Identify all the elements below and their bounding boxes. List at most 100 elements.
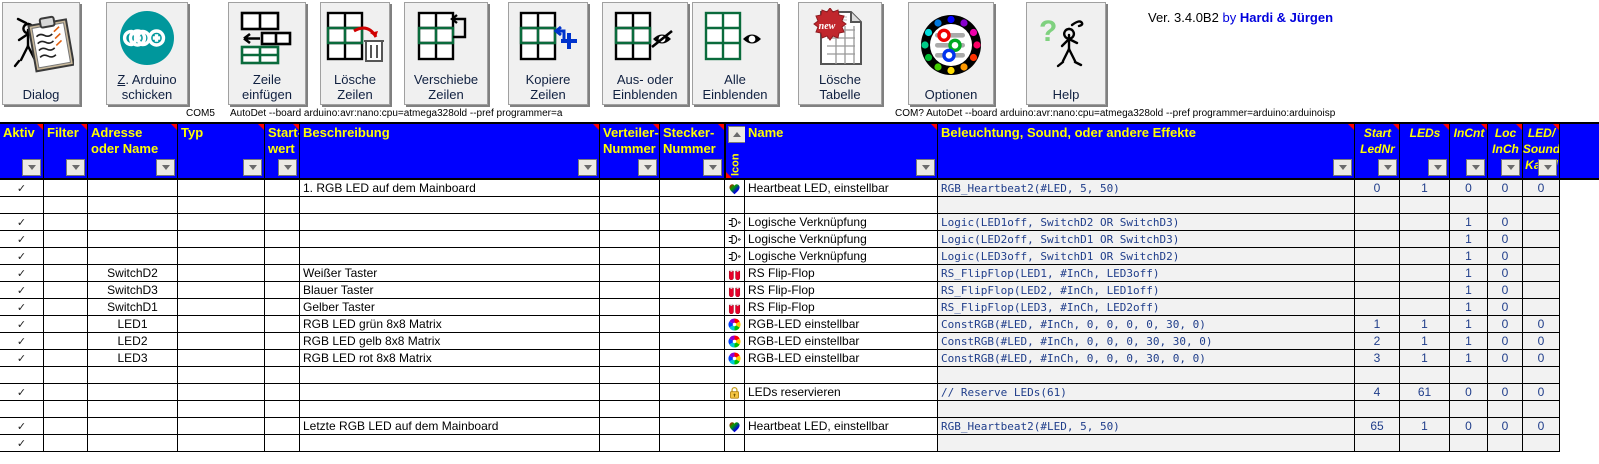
column-header-startlednr[interactable]: Start LedNr <box>1355 124 1400 178</box>
cell-incnt[interactable] <box>1450 435 1488 452</box>
cell-typ[interactable] <box>178 350 265 367</box>
cell-filter[interactable] <box>44 350 88 367</box>
table-row[interactable] <box>0 197 1599 214</box>
cell-locinch[interactable]: 0 <box>1488 333 1523 350</box>
cell-typ[interactable] <box>178 282 265 299</box>
cell-aktiv[interactable]: ✓ <box>0 180 44 197</box>
cell-bezeichnung[interactable]: Heartbeat LED, einstellbar <box>745 180 938 197</box>
cell-icon[interactable] <box>725 401 745 418</box>
clear-table-button[interactable]: new Lösche Tabelle <box>798 2 882 105</box>
table-row[interactable]: ✓ 1. RGB LED auf dem Mainboard Heartbeat L… <box>0 180 1599 197</box>
cell-verteiler[interactable] <box>600 299 660 316</box>
cell-bezeichnung[interactable]: RS Flip-Flop <box>745 282 938 299</box>
cell-icon[interactable] <box>725 248 745 265</box>
cell-ledsound[interactable] <box>1523 282 1560 299</box>
cell-icon[interactable] <box>725 350 745 367</box>
cell-filter[interactable] <box>44 265 88 282</box>
delete-rows-button[interactable]: Lösche Zeilen <box>320 2 390 105</box>
cell-icon[interactable] <box>725 214 745 231</box>
filter-dropdown-typ[interactable] <box>243 159 262 176</box>
cell-ledsound[interactable] <box>1523 197 1560 214</box>
cell-incnt[interactable]: 0 <box>1450 418 1488 435</box>
column-header-startwert[interactable]: Start- wert <box>265 124 300 178</box>
copy-rows-button[interactable]: Kopiere Zeilen <box>508 2 588 105</box>
cell-aktiv[interactable]: ✓ <box>0 435 44 452</box>
cell-locinch[interactable]: 0 <box>1488 299 1523 316</box>
cell-stecker[interactable] <box>660 401 725 418</box>
cell-incnt[interactable] <box>1450 401 1488 418</box>
filter-dropdown-startwert[interactable] <box>278 159 297 176</box>
cell-adresse[interactable]: SwitchD1 <box>88 299 178 316</box>
cell-filter[interactable] <box>44 418 88 435</box>
table-row[interactable]: ✓ <box>0 435 1599 452</box>
cell-startlednr[interactable] <box>1355 367 1400 384</box>
cell-icon[interactable] <box>725 180 745 197</box>
cell-effekte[interactable]: RS_FlipFlop(LED2, #InCh, LED1off) <box>938 282 1355 299</box>
cell-filter[interactable] <box>44 367 88 384</box>
cell-beschreibung[interactable]: Gelber Taster <box>300 299 600 316</box>
cell-verteiler[interactable] <box>600 435 660 452</box>
filter-dropdown-aktiv[interactable] <box>22 159 41 176</box>
cell-typ[interactable] <box>178 197 265 214</box>
cell-startwert[interactable] <box>265 435 300 452</box>
move-rows-button[interactable]: Verschiebe Zeilen <box>404 2 488 105</box>
cell-adresse[interactable] <box>88 180 178 197</box>
spreadsheet-grid[interactable]: Aktiv Filter Adresse oder Name Typ Start- we… <box>0 122 1599 452</box>
filter-dropdown-ledsound[interactable] <box>1538 159 1557 176</box>
cell-adresse[interactable] <box>88 418 178 435</box>
cell-locinch[interactable]: 0 <box>1488 180 1523 197</box>
cell-bezeichnung[interactable] <box>745 401 938 418</box>
cell-filter[interactable] <box>44 333 88 350</box>
cell-stecker[interactable] <box>660 197 725 214</box>
cell-effekte[interactable]: RS_FlipFlop(LED3, #InCh, LED2off) <box>938 299 1355 316</box>
cell-stecker[interactable] <box>660 316 725 333</box>
cell-startlednr[interactable] <box>1355 282 1400 299</box>
cell-startwert[interactable] <box>265 265 300 282</box>
cell-startlednr[interactable] <box>1355 435 1400 452</box>
cell-typ[interactable] <box>178 333 265 350</box>
column-header-adresse[interactable]: Adresse oder Name <box>88 124 178 178</box>
cell-startwert[interactable] <box>265 197 300 214</box>
cell-icon[interactable] <box>725 282 745 299</box>
cell-aktiv[interactable]: ✓ <box>0 248 44 265</box>
cell-incnt[interactable] <box>1450 367 1488 384</box>
cell-incnt[interactable]: 1 <box>1450 282 1488 299</box>
cell-stecker[interactable] <box>660 350 725 367</box>
cell-leds[interactable] <box>1400 248 1450 265</box>
cell-ledsound[interactable]: 0 <box>1523 384 1560 401</box>
cell-startlednr[interactable] <box>1355 401 1400 418</box>
cell-locinch[interactable] <box>1488 367 1523 384</box>
cell-aktiv[interactable]: ✓ <box>0 316 44 333</box>
filter-dropdown-stecker[interactable] <box>703 159 722 176</box>
show-all-button[interactable]: Alle Einblenden <box>692 2 778 105</box>
filter-dropdown-bezeichnung[interactable] <box>916 159 935 176</box>
cell-effekte[interactable]: Logic(LED3off, SwitchD1 OR SwitchD2) <box>938 248 1355 265</box>
hide-or-show-button[interactable]: Aus- oder Einblenden <box>602 2 688 105</box>
cell-beschreibung[interactable]: RGB LED grün 8x8 Matrix <box>300 316 600 333</box>
send-to-arduino-button[interactable]: Z. Arduino schicken <box>106 2 188 105</box>
cell-adresse[interactable]: SwitchD2 <box>88 265 178 282</box>
cell-incnt[interactable] <box>1450 197 1488 214</box>
cell-leds[interactable] <box>1400 401 1450 418</box>
table-row[interactable]: ✓ LEDs reservieren // Reserve LEDs(61) 4 61 0… <box>0 384 1599 401</box>
cell-startlednr[interactable] <box>1355 197 1400 214</box>
cell-effekte[interactable]: // Reserve LEDs(61) <box>938 384 1355 401</box>
column-header-icon[interactable]: Icon <box>725 124 745 178</box>
cell-aktiv[interactable]: ✓ <box>0 384 44 401</box>
cell-typ[interactable] <box>178 248 265 265</box>
cell-ledsound[interactable] <box>1523 401 1560 418</box>
cell-leds[interactable] <box>1400 282 1450 299</box>
cell-ledsound[interactable]: 0 <box>1523 180 1560 197</box>
cell-startlednr[interactable]: 0 <box>1355 180 1400 197</box>
cell-effekte[interactable]: Logic(LED2off, SwitchD1 OR SwitchD3) <box>938 231 1355 248</box>
cell-locinch[interactable]: 0 <box>1488 248 1523 265</box>
cell-beschreibung[interactable]: Letzte RGB LED auf dem Mainboard <box>300 418 600 435</box>
cell-ledsound[interactable] <box>1523 265 1560 282</box>
cell-locinch[interactable]: 0 <box>1488 350 1523 367</box>
cell-leds[interactable]: 61 <box>1400 384 1450 401</box>
grid-body[interactable]: ✓ 1. RGB LED auf dem Mainboard Heartbeat L… <box>0 180 1599 452</box>
cell-startlednr[interactable] <box>1355 299 1400 316</box>
cell-ledsound[interactable]: 0 <box>1523 316 1560 333</box>
help-button[interactable]: ? Help <box>1026 2 1106 105</box>
cell-startlednr[interactable]: 65 <box>1355 418 1400 435</box>
